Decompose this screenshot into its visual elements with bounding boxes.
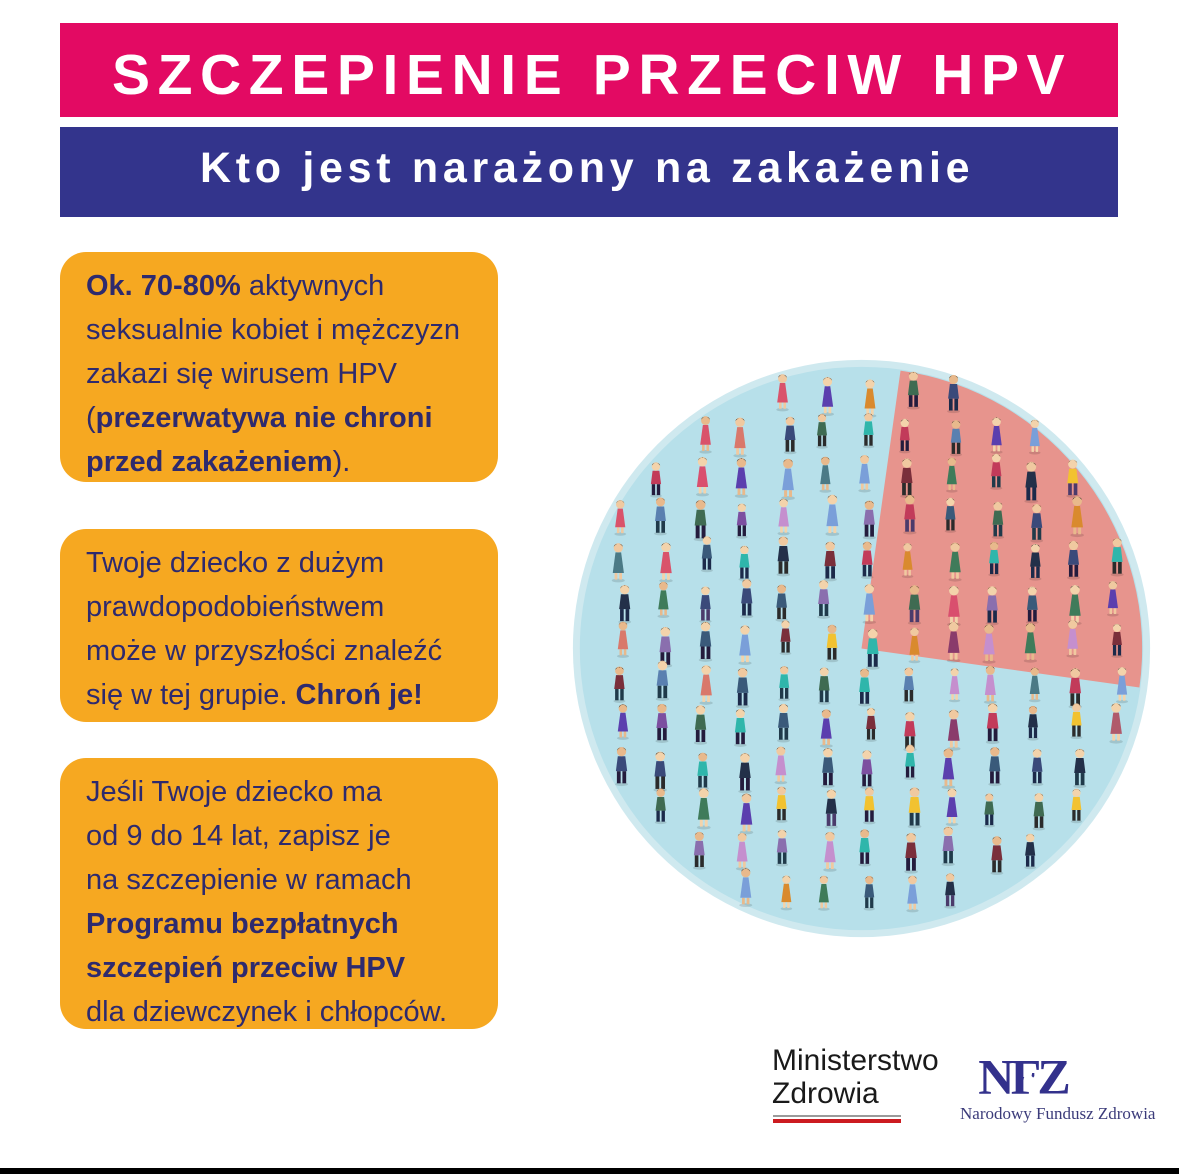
svg-text:NFZ: NFZ (978, 1048, 1068, 1104)
